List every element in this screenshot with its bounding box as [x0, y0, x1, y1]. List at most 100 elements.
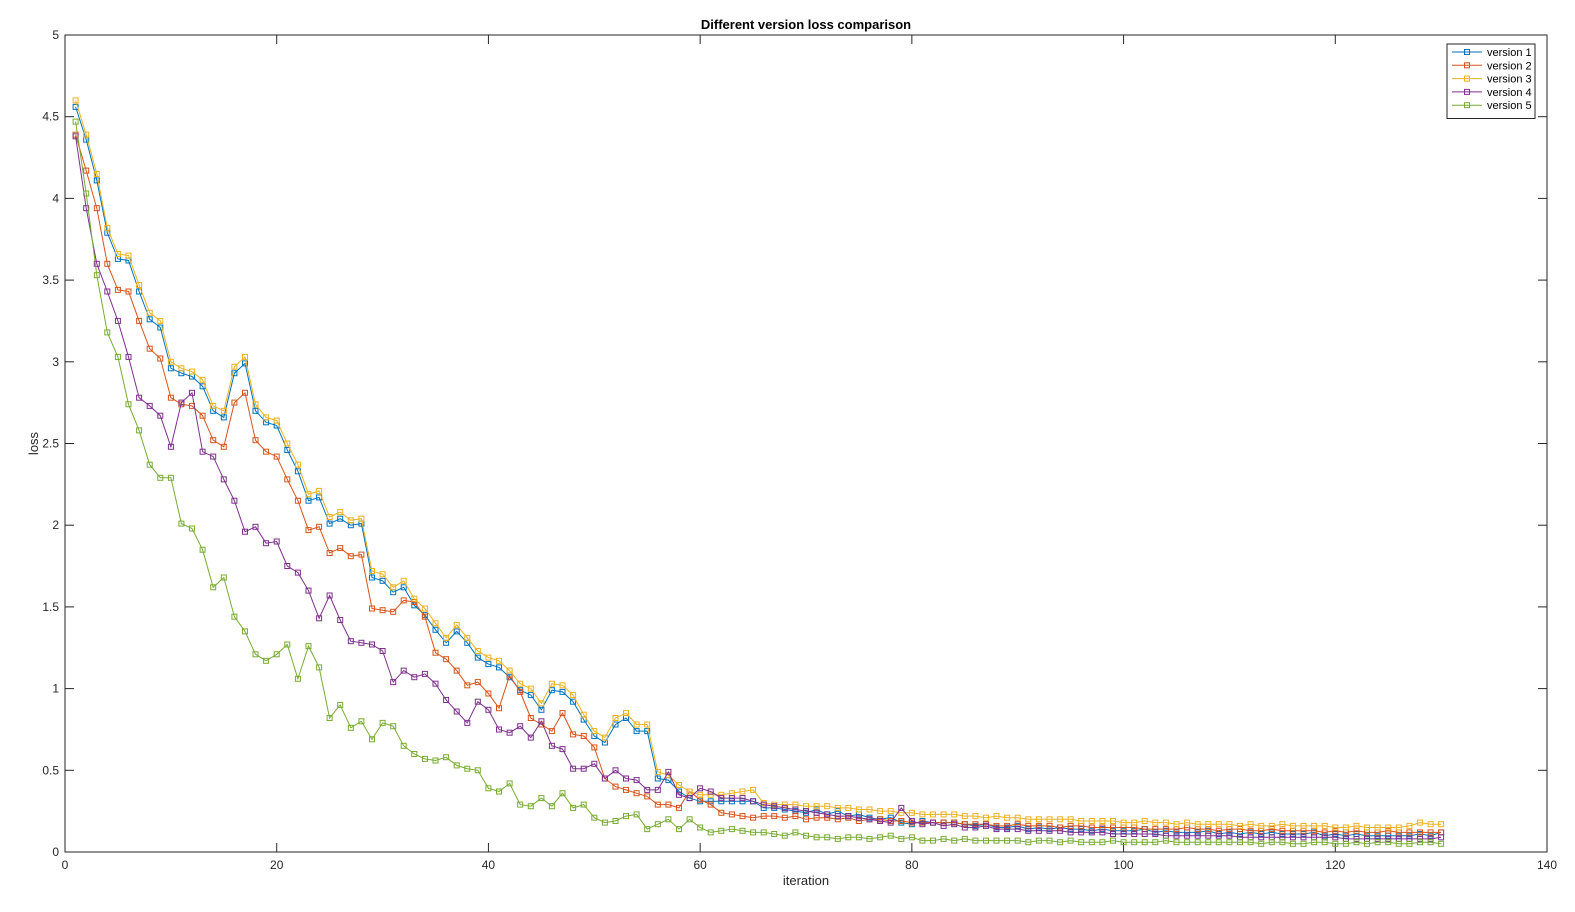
- data-point: [305, 643, 312, 650]
- data-point: [1205, 821, 1212, 828]
- data-point: [612, 715, 619, 721]
- data-point: [1162, 826, 1169, 833]
- data-point: [1395, 824, 1402, 831]
- data-point: [877, 808, 884, 815]
- data-point: [517, 723, 524, 730]
- data-point: [760, 801, 767, 808]
- data-point: [252, 651, 259, 658]
- data-point: [358, 515, 365, 522]
- data-point: [1427, 835, 1434, 842]
- data-point: [1268, 839, 1275, 846]
- data-point: [1025, 839, 1032, 846]
- data-point: [633, 721, 640, 728]
- data-point: [1247, 821, 1254, 828]
- data-point: [1110, 818, 1116, 824]
- data-point: [1279, 821, 1286, 828]
- data-point: [824, 803, 831, 810]
- data-point: [559, 688, 566, 695]
- data-point: [665, 801, 672, 808]
- x-tick-label: 20: [270, 858, 284, 872]
- data-point: [358, 718, 365, 725]
- data-point: [443, 634, 450, 641]
- data-point: [1173, 829, 1180, 836]
- data-point: [760, 813, 767, 820]
- data-point: [72, 118, 79, 125]
- data-point: [369, 641, 375, 648]
- data-point: [517, 680, 524, 687]
- data-point: [591, 760, 598, 767]
- data-point: [273, 538, 280, 545]
- axes-box: [64, 34, 1548, 853]
- data-point: [739, 827, 746, 834]
- data-point: [908, 818, 915, 824]
- legend-marker: [1464, 75, 1470, 82]
- data-point: [1173, 821, 1180, 828]
- data-point: [1321, 839, 1328, 846]
- data-point: [305, 527, 312, 534]
- data-point: [750, 786, 757, 793]
- data-point: [432, 649, 439, 656]
- data-point: [485, 654, 492, 661]
- data-point: [707, 798, 714, 805]
- data-point: [1300, 834, 1307, 841]
- data-point: [580, 733, 587, 739]
- data-point: [284, 440, 291, 447]
- series-line: [75, 106, 1442, 837]
- data-point: [1035, 837, 1042, 844]
- data-point: [601, 819, 608, 826]
- data-point: [792, 829, 799, 836]
- data-point: [400, 584, 407, 591]
- data-point: [390, 723, 397, 730]
- data-point: [1046, 837, 1053, 844]
- data-point: [199, 448, 206, 455]
- y-tick-label: 2: [52, 518, 59, 532]
- data-point: [358, 551, 365, 558]
- data-point: [231, 497, 238, 504]
- data-point: [739, 798, 746, 805]
- data-point: [189, 368, 195, 375]
- data-point: [157, 317, 164, 324]
- data-point: [167, 394, 174, 401]
- data-point: [453, 628, 460, 635]
- data-point: [1205, 832, 1212, 839]
- data-point: [390, 584, 397, 591]
- data-point: [231, 363, 238, 370]
- data-point: [792, 813, 799, 820]
- data-point: [1046, 827, 1053, 834]
- data-point: [887, 819, 894, 826]
- data-point: [1226, 832, 1233, 839]
- data-point: [146, 316, 153, 323]
- data-point: [1014, 814, 1021, 821]
- x-tick-label: 140: [1537, 858, 1557, 872]
- y-axis-label: loss: [26, 431, 41, 455]
- data-point: [623, 813, 629, 820]
- data-point: [125, 353, 132, 360]
- data-point: [146, 461, 153, 468]
- legend-label: version 3: [1487, 74, 1532, 86]
- data-point: [887, 832, 894, 839]
- data-point: [1364, 840, 1370, 847]
- data-point: [686, 816, 693, 823]
- data-point: [220, 414, 227, 421]
- data-point: [834, 804, 841, 811]
- data-point: [527, 715, 534, 721]
- data-point: [940, 822, 947, 829]
- data-point: [771, 813, 778, 820]
- data-point: [612, 818, 619, 824]
- data-point: [930, 819, 936, 826]
- data-point: [421, 755, 428, 762]
- data-point: [125, 288, 132, 295]
- data-point: [1237, 822, 1243, 829]
- data-point: [676, 804, 682, 811]
- data-point: [1385, 827, 1392, 834]
- data-point: [1406, 822, 1413, 829]
- data-point: [1025, 816, 1032, 823]
- data-point: [570, 698, 577, 705]
- data-point: [940, 835, 947, 842]
- data-point: [114, 317, 121, 324]
- data-point: [1215, 839, 1222, 846]
- data-point: [231, 370, 238, 377]
- data-point: [93, 170, 100, 177]
- data-point: [1258, 834, 1265, 841]
